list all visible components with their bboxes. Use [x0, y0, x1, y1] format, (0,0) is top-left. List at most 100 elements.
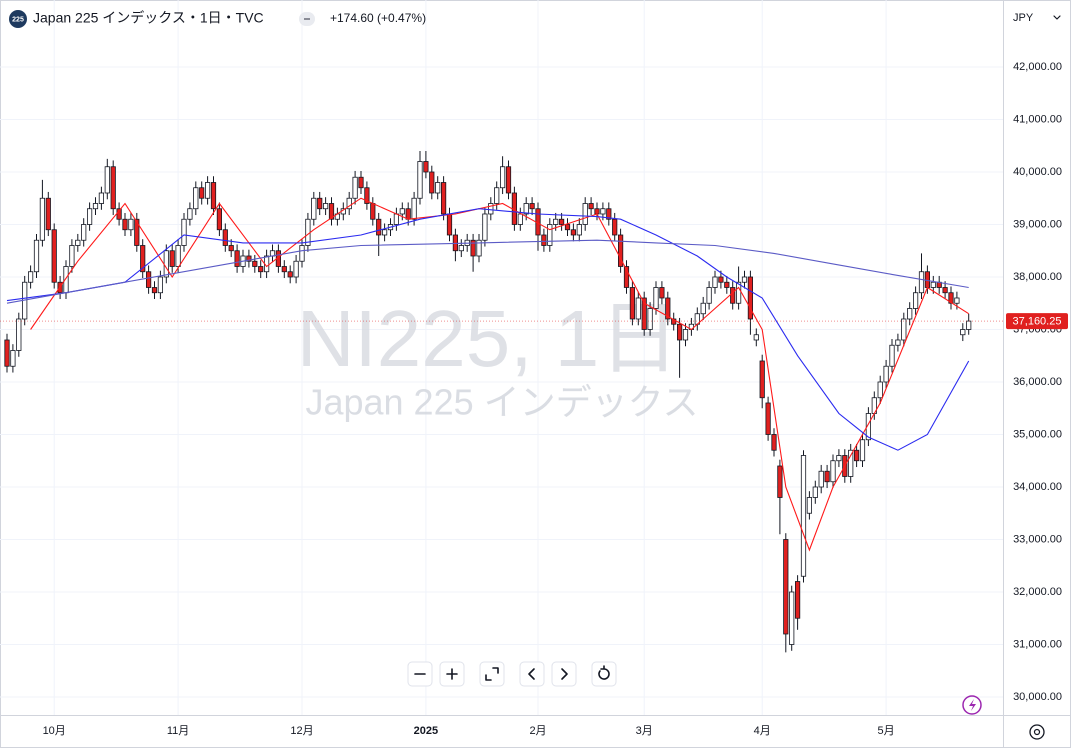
candle-body: [930, 281, 936, 288]
candle-body: [706, 287, 712, 304]
candle-body: [541, 234, 547, 246]
candle-body: [924, 271, 931, 288]
candle-body: [836, 455, 842, 462]
candle-body: [718, 276, 724, 283]
candle-body: [671, 318, 677, 325]
candle-body: [854, 449, 860, 462]
x-tick-label: 12月: [290, 725, 313, 737]
candle-body: [806, 497, 813, 514]
candle-body: [33, 239, 40, 273]
candle-body: [570, 229, 577, 236]
candle-body: [287, 271, 293, 278]
candle-body: [399, 208, 405, 215]
candle-body: [405, 208, 411, 220]
candle-body: [517, 213, 523, 225]
candle-body: [547, 224, 553, 246]
candle-body: [322, 203, 329, 210]
candle-body: [222, 229, 228, 246]
candle-body: [281, 266, 287, 273]
candle-body: [10, 350, 16, 367]
reset-zoom-button[interactable]: [479, 661, 505, 687]
candle-body: [824, 470, 830, 483]
y-tick-label: 32,000.00: [1013, 586, 1062, 598]
candle-body: [499, 166, 506, 189]
candle-body: [346, 197, 352, 210]
scroll-left-button[interactable]: [519, 661, 545, 687]
candle-body: [204, 182, 211, 199]
candle-body: [128, 218, 134, 231]
candle-body: [4, 339, 10, 367]
x-tick-label: 4月: [754, 725, 771, 737]
candle-body: [122, 218, 128, 231]
candle-body: [216, 208, 222, 231]
y-tick-label: 39,000.00: [1013, 218, 1062, 230]
candle-body: [169, 250, 175, 267]
candle-body: [299, 245, 305, 262]
candle-body: [358, 176, 364, 189]
symbol-badge-text: 225: [12, 16, 24, 23]
candle-body: [682, 329, 689, 341]
settings-icon: [1033, 728, 1041, 736]
candle-body: [110, 166, 116, 210]
candle-body: [559, 218, 565, 225]
candle-body: [199, 187, 205, 199]
candle-body: [966, 320, 972, 330]
y-tick-label: 41,000.00: [1013, 113, 1062, 125]
candle-body: [741, 276, 748, 283]
y-tick-label: 30,000.00: [1013, 691, 1062, 703]
y-tick-label: 33,000.00: [1013, 533, 1062, 545]
candle-body: [865, 413, 872, 441]
candle-body: [653, 287, 659, 309]
candle-body: [145, 271, 152, 288]
candle-body: [629, 287, 636, 320]
candle-body: [948, 292, 954, 304]
candle-body: [193, 187, 199, 210]
candle-body: [246, 255, 252, 262]
candle-body: [140, 245, 146, 273]
candle-body: [417, 161, 423, 199]
candle-body: [777, 465, 783, 498]
x-tick-label: 11月: [167, 725, 189, 737]
currency-select[interactable]: [1008, 6, 1066, 30]
candle-body: [411, 197, 417, 220]
candle-body: [69, 245, 75, 267]
scroll-right-icon: [561, 668, 568, 680]
watermark-subtitle: Japan 225 インデックス: [305, 382, 698, 423]
zoom-controls: [407, 661, 617, 687]
candle-body: [210, 182, 217, 210]
candle-body: [712, 276, 718, 288]
y-tick-label: 38,000.00: [1013, 271, 1062, 283]
candle-body: [736, 281, 742, 304]
last-price-tag: [1006, 313, 1068, 330]
candle-body: [789, 591, 795, 645]
candle-body: [376, 218, 382, 236]
candle-body: [724, 281, 730, 288]
y-tick-label: 40,000.00: [1013, 166, 1062, 178]
refresh-button[interactable]: [591, 661, 617, 687]
lightning-icon: [969, 699, 976, 711]
candle-body: [954, 297, 960, 304]
candle-body: [352, 176, 358, 199]
y-tick-label: 34,000.00: [1013, 481, 1062, 493]
candle-body: [440, 182, 447, 215]
settings-button[interactable]: [1029, 724, 1045, 740]
candle-body: [370, 203, 376, 220]
lightning-button[interactable]: [962, 695, 982, 715]
y-tick-label: 35,000.00: [1013, 428, 1062, 440]
scroll-right-button[interactable]: [551, 661, 577, 687]
candle-body: [818, 470, 824, 488]
zoom-in-icon: [446, 668, 458, 680]
candle-body: [783, 539, 789, 635]
candle-body: [942, 287, 948, 294]
y-tick-label: 42,000.00: [1013, 61, 1062, 73]
candle-body: [328, 203, 335, 220]
x-tick-label: 2025: [414, 725, 438, 737]
candle-body: [458, 245, 464, 252]
candle-body: [883, 365, 889, 383]
candle-body: [960, 329, 966, 336]
symbol-badge: [9, 10, 27, 28]
candle-body: [564, 224, 571, 231]
candle-body: [553, 218, 559, 225]
